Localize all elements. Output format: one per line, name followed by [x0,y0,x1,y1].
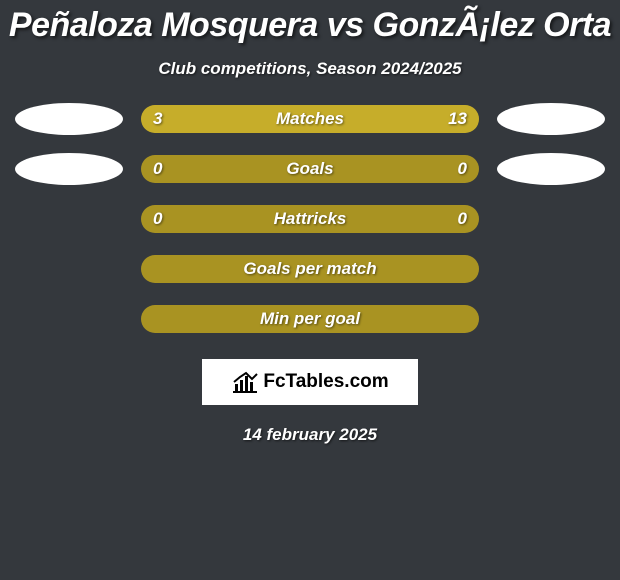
player-left-oval [15,103,123,135]
stat-value-left: 0 [153,209,162,229]
date-text: 14 february 2025 [0,425,620,445]
stat-bar-fill-left [141,105,204,133]
stat-label: Goals [286,159,333,179]
stat-value-right: 13 [448,109,467,129]
stat-row: Goals per match [0,253,620,285]
page-subtitle: Club competitions, Season 2024/2025 [0,59,620,79]
player-right-oval [497,153,605,185]
brand-text: FcTables.com [263,371,388,393]
player-left-oval [15,153,123,185]
brand-box: FcTables.com [202,359,418,405]
stat-label: Min per goal [260,309,360,329]
stat-value-right: 0 [458,209,467,229]
stat-value-right: 0 [458,159,467,179]
stat-bar: 3 13 Matches [141,105,479,133]
player-right-oval [497,103,605,135]
stats-container: 3 13 Matches 0 0 Goals 0 0 Hattricks Goals per ma… [0,103,620,335]
stat-label: Goals per match [243,259,376,279]
stat-label: Matches [276,109,344,129]
stat-bar: 0 0 Hattricks [141,205,479,233]
stat-row: Min per goal [0,303,620,335]
stat-bar: Min per goal [141,305,479,333]
stat-value-left: 3 [153,109,162,129]
stat-label: Hattricks [274,209,347,229]
stat-row: 0 0 Hattricks [0,203,620,235]
stat-bar: 0 0 Goals [141,155,479,183]
stat-bar: Goals per match [141,255,479,283]
stat-row: 0 0 Goals [0,153,620,185]
stat-row: 3 13 Matches [0,103,620,135]
chart-icon [231,370,259,394]
page-title: Peñaloza Mosquera vs GonzÃ¡lez Orta [0,0,620,45]
stat-value-left: 0 [153,159,162,179]
